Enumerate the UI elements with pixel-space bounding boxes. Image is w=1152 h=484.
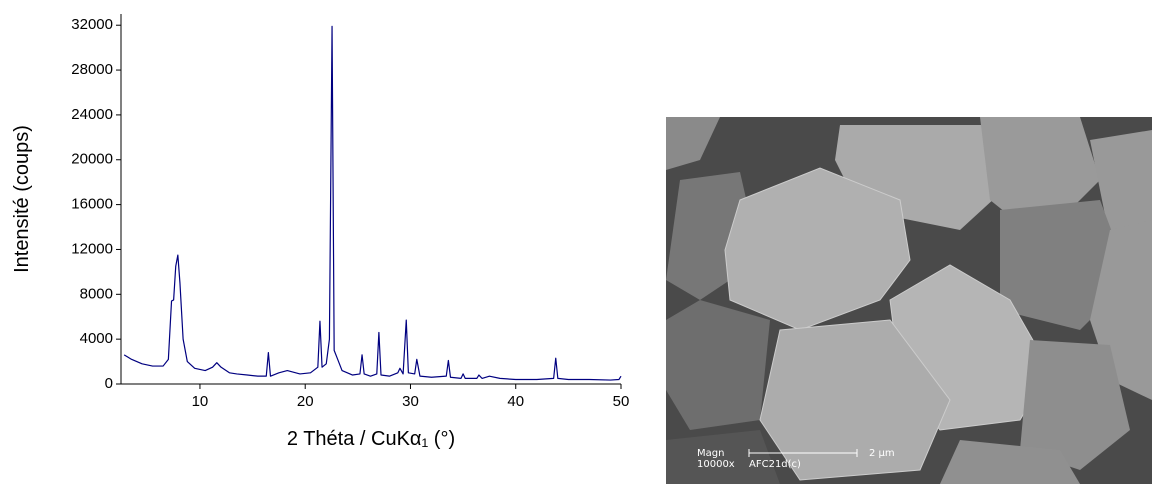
y-tick-label: 20000 — [71, 151, 113, 168]
y-tick-label: 12000 — [71, 240, 113, 257]
crystal — [1090, 130, 1152, 240]
x-tick-label: 10 — [192, 393, 209, 410]
crystal — [666, 430, 780, 484]
y-tick-label: 32000 — [71, 16, 113, 33]
scale-bar-label: 2 µm — [869, 448, 895, 459]
crystal — [666, 300, 770, 430]
x-axis-label: 2 Théta / CuKα₁ (°) — [287, 428, 455, 450]
data-line — [123, 25, 622, 381]
y-tick-label: 24000 — [71, 106, 113, 123]
y-tick-label: 4000 — [80, 330, 113, 347]
x-tick-label: 40 — [507, 393, 524, 410]
crystal — [940, 440, 1080, 484]
crystal — [666, 117, 720, 170]
y-tick-label: 8000 — [80, 285, 113, 302]
magnification-label: Magn — [697, 448, 724, 459]
crystal — [1020, 340, 1130, 470]
sem-image: Magn 10000x AFC21d(c) 2 µm — [666, 117, 1152, 484]
magnification: 10000x — [697, 459, 735, 470]
y-tick-label: 28000 — [71, 61, 113, 78]
crystal — [724, 167, 911, 331]
x-tick-label: 20 — [297, 393, 314, 410]
y-tick-label: 16000 — [71, 196, 113, 213]
x-tick-label: 50 — [613, 393, 630, 410]
y-tick-label: 0 — [105, 375, 113, 392]
sample-id: AFC21d(c) — [749, 459, 801, 470]
y-axis-label: Intensité (coups) — [11, 125, 33, 273]
x-tick-label: 30 — [402, 393, 419, 410]
crystal — [759, 319, 951, 481]
